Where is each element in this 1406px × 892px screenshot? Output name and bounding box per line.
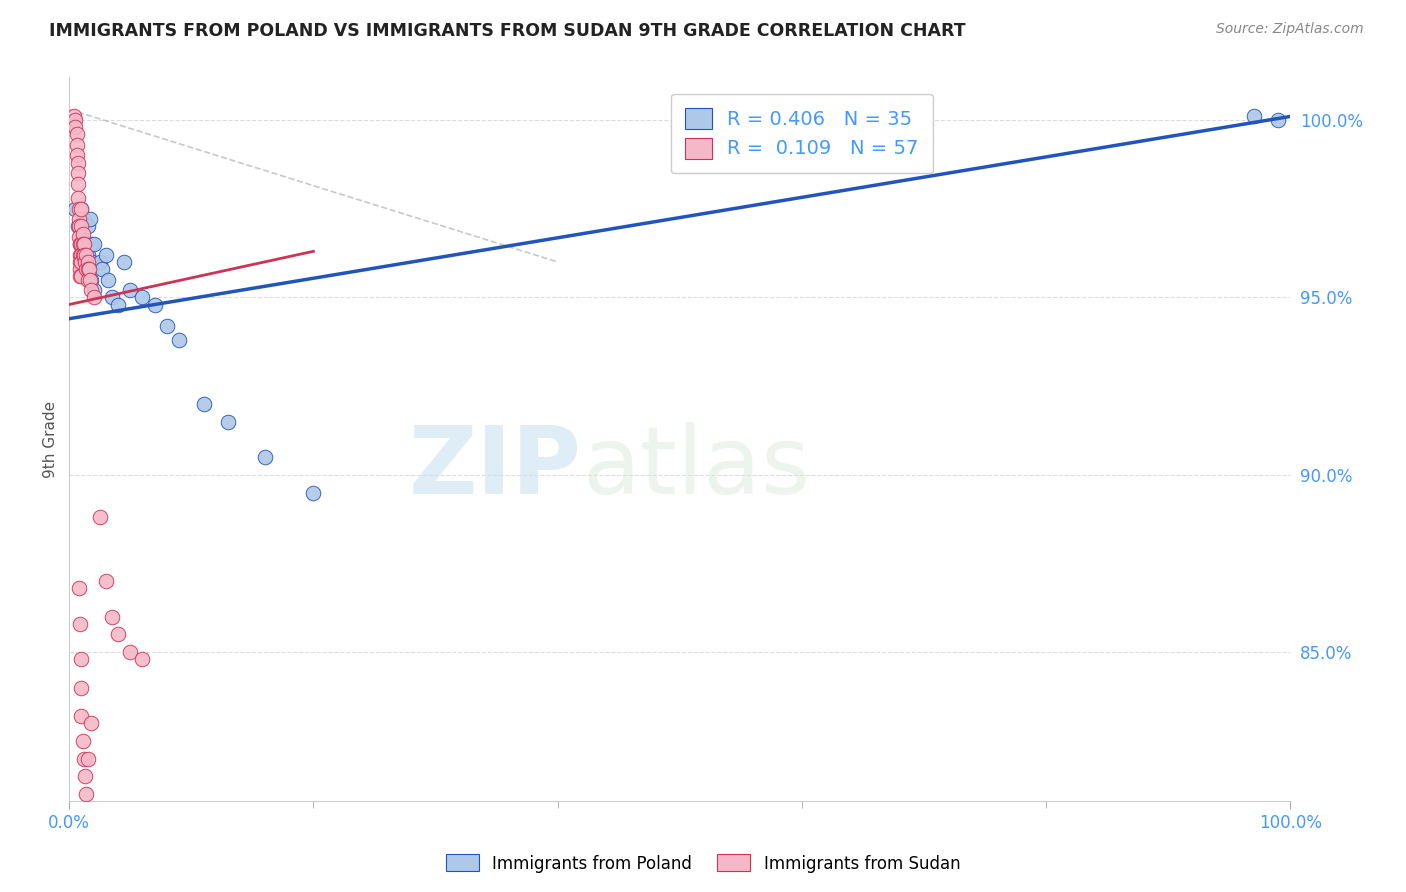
Point bbox=[77, 262, 100, 277]
Point bbox=[65, 148, 87, 162]
Point bbox=[120, 283, 142, 297]
Point bbox=[76, 219, 98, 234]
Point bbox=[101, 290, 124, 304]
Text: IMMIGRANTS FROM POLAND VS IMMIGRANTS FROM SUDAN 9TH GRADE CORRELATION CHART: IMMIGRANTS FROM POLAND VS IMMIGRANTS FRO… bbox=[49, 22, 966, 40]
Point bbox=[70, 227, 93, 241]
Text: Source: ZipAtlas.com: Source: ZipAtlas.com bbox=[1216, 22, 1364, 37]
Point bbox=[69, 248, 91, 262]
Point bbox=[70, 219, 93, 234]
Point bbox=[77, 262, 100, 277]
Point bbox=[112, 255, 135, 269]
Point bbox=[66, 177, 89, 191]
Point bbox=[143, 297, 166, 311]
Point bbox=[79, 212, 101, 227]
Point bbox=[66, 219, 89, 234]
Point bbox=[76, 751, 98, 765]
Point bbox=[72, 237, 94, 252]
Point bbox=[101, 609, 124, 624]
Point bbox=[73, 751, 96, 765]
Point bbox=[75, 769, 97, 783]
Point bbox=[76, 262, 98, 277]
Point bbox=[67, 230, 90, 244]
Point bbox=[217, 415, 239, 429]
Point bbox=[94, 248, 117, 262]
Point bbox=[167, 333, 190, 347]
Point bbox=[97, 273, 120, 287]
Point bbox=[75, 237, 97, 252]
Point bbox=[131, 652, 153, 666]
Point bbox=[107, 297, 129, 311]
Point bbox=[193, 397, 215, 411]
Point bbox=[91, 262, 114, 277]
Point bbox=[82, 255, 104, 269]
Point bbox=[83, 290, 105, 304]
Point bbox=[83, 237, 105, 252]
Point bbox=[75, 787, 97, 801]
Point bbox=[69, 237, 91, 252]
Point bbox=[67, 202, 90, 216]
Point bbox=[65, 127, 87, 141]
Point bbox=[80, 273, 103, 287]
Point bbox=[72, 227, 94, 241]
Point bbox=[73, 248, 96, 262]
Point bbox=[66, 166, 89, 180]
Point bbox=[75, 248, 97, 262]
Point bbox=[70, 269, 93, 284]
Point bbox=[63, 110, 86, 124]
Point bbox=[107, 627, 129, 641]
Point bbox=[70, 652, 93, 666]
Point bbox=[79, 273, 101, 287]
Point bbox=[72, 734, 94, 748]
Point bbox=[69, 262, 91, 277]
Point bbox=[75, 262, 97, 277]
Point bbox=[83, 283, 105, 297]
Point bbox=[73, 212, 96, 227]
Point bbox=[66, 191, 89, 205]
Point bbox=[1267, 113, 1289, 128]
Point bbox=[69, 255, 91, 269]
Point bbox=[70, 255, 93, 269]
Point bbox=[1243, 110, 1265, 124]
Point bbox=[67, 219, 90, 234]
Point bbox=[70, 255, 93, 269]
Point bbox=[72, 248, 94, 262]
Point bbox=[80, 716, 103, 731]
Point bbox=[75, 255, 97, 269]
Point bbox=[69, 269, 91, 284]
Point bbox=[76, 248, 98, 262]
Point bbox=[76, 255, 98, 269]
Point bbox=[67, 212, 90, 227]
Point bbox=[65, 137, 87, 152]
Point bbox=[302, 485, 325, 500]
Point bbox=[156, 318, 179, 333]
Point bbox=[70, 202, 93, 216]
Point bbox=[80, 237, 103, 252]
Legend: Immigrants from Poland, Immigrants from Sudan: Immigrants from Poland, Immigrants from … bbox=[439, 847, 967, 880]
Y-axis label: 9th Grade: 9th Grade bbox=[44, 401, 58, 478]
Point bbox=[70, 202, 93, 216]
Text: atlas: atlas bbox=[582, 422, 810, 515]
Point bbox=[76, 273, 98, 287]
Point bbox=[66, 155, 89, 169]
Point bbox=[67, 582, 90, 596]
Point bbox=[80, 283, 103, 297]
Point bbox=[94, 574, 117, 589]
Point bbox=[65, 202, 87, 216]
Point bbox=[120, 645, 142, 659]
Point bbox=[89, 255, 111, 269]
Point bbox=[65, 120, 87, 135]
Text: ZIP: ZIP bbox=[409, 422, 582, 515]
Point bbox=[253, 450, 276, 464]
Point bbox=[70, 248, 93, 262]
Point bbox=[70, 237, 93, 252]
Point bbox=[69, 616, 91, 631]
Point bbox=[73, 237, 96, 252]
Point bbox=[131, 290, 153, 304]
Point bbox=[89, 510, 111, 524]
Point bbox=[70, 681, 93, 695]
Point bbox=[69, 237, 91, 252]
Point bbox=[70, 709, 93, 723]
Legend: R = 0.406   N = 35, R =  0.109   N = 57: R = 0.406 N = 35, R = 0.109 N = 57 bbox=[671, 94, 932, 173]
Point bbox=[65, 113, 87, 128]
